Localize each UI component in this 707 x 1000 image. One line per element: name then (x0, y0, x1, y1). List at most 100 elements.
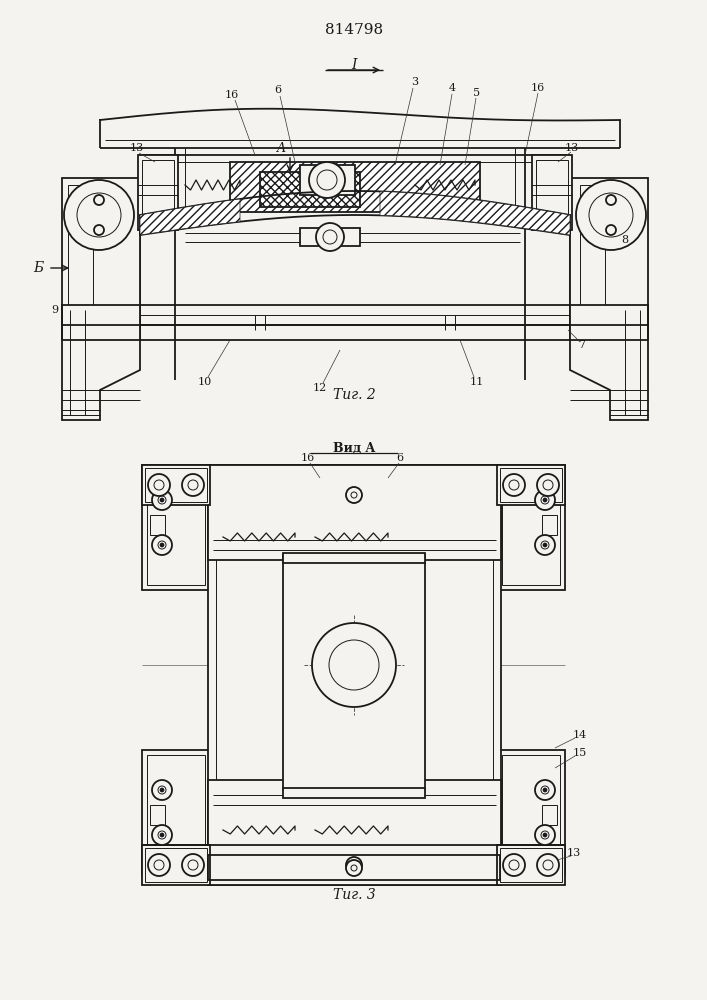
Circle shape (188, 860, 198, 870)
Circle shape (543, 860, 553, 870)
Circle shape (535, 490, 555, 510)
Circle shape (77, 193, 121, 237)
Circle shape (509, 480, 519, 490)
Circle shape (541, 541, 549, 549)
Circle shape (158, 831, 166, 839)
Circle shape (148, 474, 170, 496)
Bar (502, 470, 560, 585)
Bar (500, 848, 562, 882)
Bar (497, 465, 565, 590)
Circle shape (160, 788, 163, 792)
Bar (62, 178, 140, 328)
Bar (138, 155, 178, 230)
Circle shape (541, 786, 549, 794)
Circle shape (346, 857, 362, 873)
Bar (502, 755, 560, 870)
Text: 8: 8 (621, 235, 629, 245)
Circle shape (148, 854, 170, 876)
Bar (497, 465, 565, 505)
Polygon shape (62, 305, 140, 420)
Text: 14: 14 (573, 730, 587, 740)
Circle shape (346, 860, 362, 876)
Circle shape (188, 480, 198, 490)
Circle shape (346, 487, 362, 503)
Circle shape (152, 825, 172, 845)
Circle shape (94, 195, 104, 205)
Circle shape (158, 786, 166, 794)
Circle shape (503, 854, 525, 876)
Circle shape (503, 474, 525, 496)
Circle shape (154, 860, 164, 870)
Circle shape (606, 225, 616, 235)
Circle shape (535, 780, 555, 800)
Bar (300, 228, 360, 246)
Text: 5: 5 (474, 88, 481, 98)
Text: 13: 13 (130, 143, 144, 153)
Bar (497, 750, 565, 875)
Circle shape (544, 834, 547, 836)
Circle shape (606, 195, 616, 205)
Circle shape (541, 831, 549, 839)
Text: 814798: 814798 (325, 23, 383, 37)
Bar (283, 788, 425, 798)
Circle shape (329, 640, 379, 690)
Bar (145, 848, 207, 882)
Text: 10: 10 (198, 377, 212, 387)
Text: 6: 6 (397, 453, 404, 463)
Bar (500, 468, 562, 502)
Circle shape (576, 180, 646, 250)
Circle shape (537, 854, 559, 876)
Text: 16: 16 (301, 453, 315, 463)
Bar (208, 465, 501, 885)
Text: 6: 6 (274, 85, 281, 95)
Text: 4: 4 (448, 83, 455, 93)
Circle shape (316, 223, 344, 251)
Polygon shape (380, 191, 570, 235)
Circle shape (323, 230, 337, 244)
Bar (230, 162, 480, 212)
Bar (283, 553, 425, 563)
Circle shape (351, 862, 357, 868)
Text: 12: 12 (313, 383, 327, 393)
Bar (147, 470, 205, 585)
Circle shape (535, 535, 555, 555)
Circle shape (94, 225, 104, 235)
Circle shape (182, 854, 204, 876)
Circle shape (158, 496, 166, 504)
Circle shape (589, 193, 633, 237)
Circle shape (152, 780, 172, 800)
Circle shape (544, 788, 547, 792)
Text: Б: Б (33, 261, 43, 275)
Circle shape (312, 623, 396, 707)
Bar (142, 465, 210, 505)
Circle shape (154, 480, 164, 490)
Polygon shape (570, 305, 648, 420)
Bar (570, 178, 648, 328)
Text: 16: 16 (225, 90, 239, 100)
Bar (142, 160, 174, 225)
Text: 16: 16 (531, 83, 545, 93)
Bar (260, 172, 360, 207)
Text: 3: 3 (411, 77, 419, 87)
Text: 13: 13 (567, 848, 581, 858)
Circle shape (544, 498, 547, 502)
Bar (542, 515, 557, 535)
Circle shape (160, 544, 163, 546)
Circle shape (309, 162, 345, 198)
Bar (580, 185, 605, 325)
Circle shape (160, 834, 163, 836)
Text: 13: 13 (565, 143, 579, 153)
Circle shape (543, 480, 553, 490)
Text: Τиг. 3: Τиг. 3 (332, 888, 375, 902)
Bar (142, 845, 210, 885)
Bar (208, 780, 501, 885)
Bar (150, 805, 165, 825)
Circle shape (535, 825, 555, 845)
Circle shape (509, 860, 519, 870)
Text: I: I (351, 58, 357, 72)
Text: Τиг. 2: Τиг. 2 (332, 388, 375, 402)
Bar (208, 465, 501, 560)
Circle shape (182, 474, 204, 496)
Circle shape (544, 544, 547, 546)
Circle shape (351, 492, 357, 498)
